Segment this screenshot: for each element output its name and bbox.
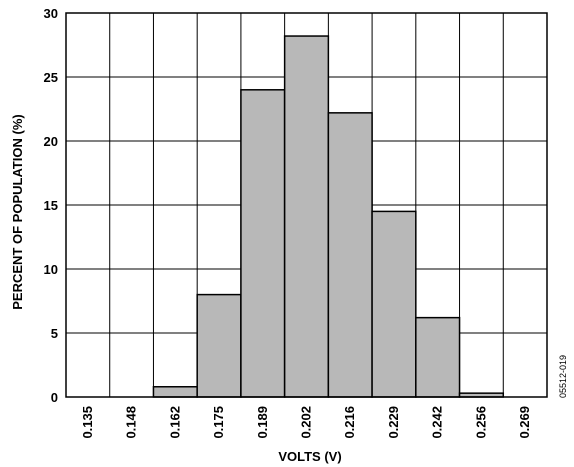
- y-tick-label: 5: [51, 326, 58, 341]
- bar-0.189: [240, 89, 286, 398]
- bar-0.175: [196, 293, 242, 398]
- x-tick-label: 0.229: [386, 406, 401, 439]
- bars-group: [152, 35, 505, 398]
- x-tick-label: 0.175: [211, 406, 226, 439]
- y-tick-label: 30: [44, 6, 58, 21]
- y-tick-labels: 0 5 10 15 20 25 30: [44, 6, 58, 405]
- bar-0.202: [283, 35, 330, 398]
- x-axis-label: VOLTS (V): [278, 449, 341, 464]
- x-tick-label: 0.269: [517, 406, 532, 439]
- x-tick-label: 0.135: [80, 406, 95, 439]
- y-tick-label: 0: [51, 390, 58, 405]
- x-tick-label: 0.216: [342, 406, 357, 439]
- bar-0.162: [152, 386, 198, 398]
- x-tick-label: 0.242: [430, 406, 445, 439]
- x-tick-label: 0.162: [167, 406, 182, 439]
- plot-frame: [65, 12, 548, 398]
- y-tick-label: 10: [44, 262, 58, 277]
- y-axis-label: PERCENT OF POPULATION (%): [10, 114, 25, 309]
- x-tick-labels: 0.135 0.148 0.162 0.175 0.189 0.202 0.216 0.229…: [80, 406, 532, 439]
- x-tick-label: 0.202: [299, 406, 314, 439]
- x-tick-label: 0.148: [124, 406, 139, 439]
- bar-0.229: [371, 210, 417, 398]
- y-tick-label: 15: [44, 198, 58, 213]
- x-tick-label: 0.256: [473, 406, 488, 439]
- bar-0.242: [415, 316, 461, 398]
- y-tick-label: 25: [44, 70, 58, 85]
- x-tick-label: 0.189: [255, 406, 270, 439]
- bar-0.216: [327, 112, 373, 398]
- figure-id: 05512-019: [558, 355, 568, 398]
- y-tick-label: 20: [44, 134, 58, 149]
